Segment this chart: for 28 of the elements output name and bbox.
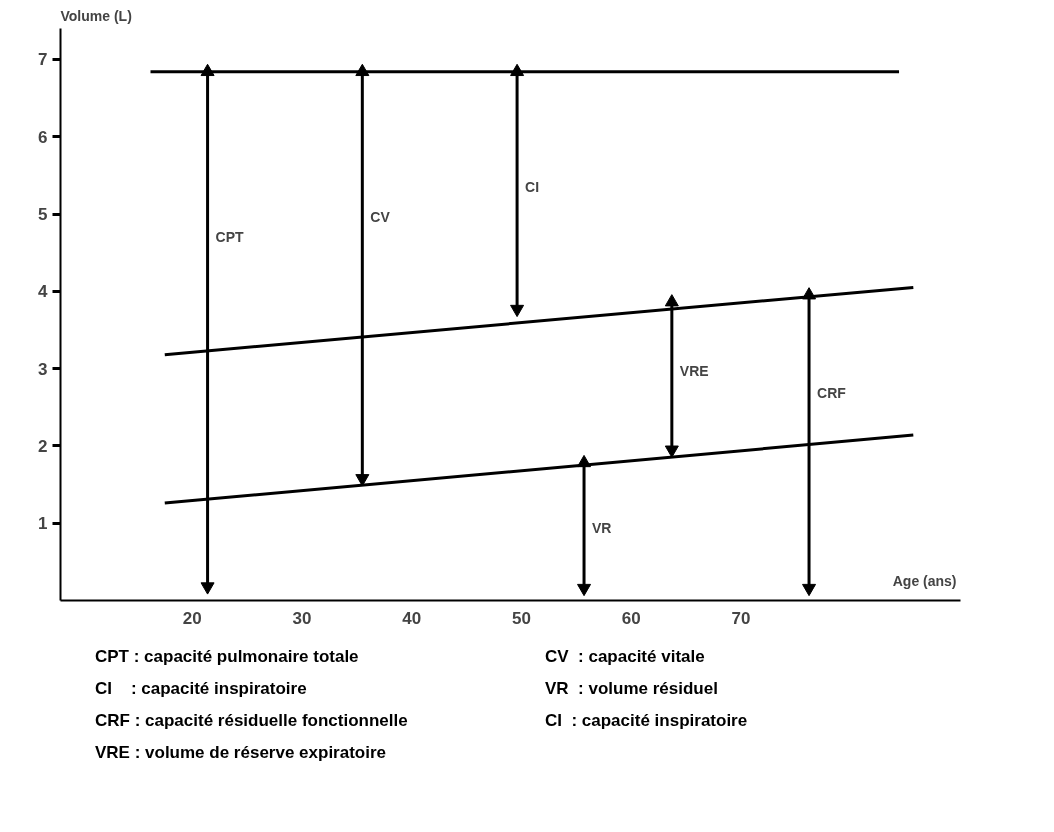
annotation: VRE bbox=[679, 362, 709, 379]
x-axis-title: Age (ans) bbox=[892, 572, 957, 589]
text: VR : volume résiduel bbox=[545, 678, 718, 700]
annotation: CRF bbox=[817, 384, 847, 401]
text: CI : capacité inspiratoire bbox=[545, 710, 748, 732]
text: CI : capacité inspiratoire bbox=[95, 678, 307, 700]
text: CV : capacité vitale bbox=[545, 646, 705, 668]
text: CPT : capacité pulmonaire totale bbox=[95, 646, 359, 668]
x-tick-label: 60 bbox=[621, 608, 641, 628]
y-tick-label: 4 bbox=[38, 282, 49, 302]
y-tick-label: 6 bbox=[38, 127, 48, 147]
x-tick-label: 70 bbox=[731, 608, 751, 628]
annotation: CPT bbox=[215, 229, 245, 246]
y-tick-label: 7 bbox=[38, 50, 48, 70]
annotation: CV bbox=[370, 209, 391, 226]
annotation: CI bbox=[525, 178, 540, 195]
y-tick-label: 5 bbox=[38, 205, 48, 225]
annotation: VR bbox=[592, 519, 612, 536]
y-tick-label: 3 bbox=[38, 359, 48, 379]
x-tick-label: 30 bbox=[292, 608, 312, 628]
x-tick-label: 50 bbox=[512, 608, 531, 628]
x-tick-label: 40 bbox=[402, 608, 422, 628]
text: CRF : capacité résiduelle fonctionnelle bbox=[95, 710, 408, 732]
y-axis-title: Volume (L) bbox=[60, 7, 132, 24]
x-tick-label: 20 bbox=[182, 608, 202, 628]
y-tick-label: 2 bbox=[38, 436, 48, 456]
text: VRE : volume de réserve expiratoire bbox=[95, 742, 387, 764]
y-tick-label: 1 bbox=[38, 514, 48, 534]
